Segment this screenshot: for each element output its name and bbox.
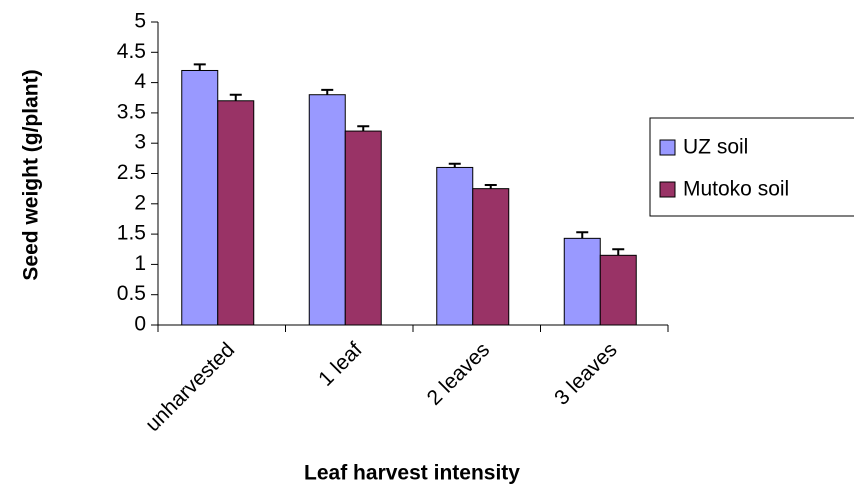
- legend-swatch: [659, 139, 676, 156]
- bar: [563, 237, 601, 326]
- y-tick-label: 0.5: [117, 282, 146, 305]
- error-bar: [448, 162, 461, 168]
- error-bar: [612, 248, 625, 256]
- x-tick-label: 3 leaves: [550, 338, 622, 410]
- x-axis-label: Leaf harvest intensity: [304, 462, 520, 485]
- legend-box: [649, 117, 854, 217]
- error-bar: [357, 125, 370, 132]
- bar: [436, 166, 474, 326]
- legend-swatch: [659, 181, 676, 198]
- bar: [181, 69, 219, 326]
- error-bar: [576, 231, 589, 239]
- y-tick-label: 1: [134, 252, 146, 275]
- y-tick-label: 1.5: [117, 222, 146, 245]
- error-bar: [484, 184, 497, 189]
- y-tick-label: 3: [134, 131, 146, 154]
- error-bar: [193, 63, 206, 71]
- y-tick-label: 4: [134, 70, 146, 93]
- legend-label: Mutoko soil: [683, 178, 789, 201]
- y-tick-label: 2: [134, 191, 146, 214]
- error-bar: [229, 93, 242, 101]
- x-tick-label: 1 leaf: [314, 338, 367, 391]
- y-axis-label: Seed weight (g/plant): [20, 69, 43, 280]
- y-tick-label: 4.5: [117, 40, 146, 63]
- bar: [344, 130, 382, 326]
- bar: [217, 100, 255, 326]
- x-tick-label: unharvested: [141, 338, 239, 436]
- y-tick-label: 2.5: [117, 161, 146, 184]
- y-tick-label: 5: [134, 10, 146, 33]
- y-tick-label: 0: [134, 313, 146, 336]
- bar: [308, 94, 346, 326]
- bar: [599, 254, 637, 326]
- bar: [472, 188, 510, 326]
- x-tick-label: 2 leaves: [423, 338, 495, 410]
- y-tick-label: 3.5: [117, 100, 146, 123]
- legend-label: UZ soil: [683, 136, 748, 159]
- error-bar: [321, 88, 334, 95]
